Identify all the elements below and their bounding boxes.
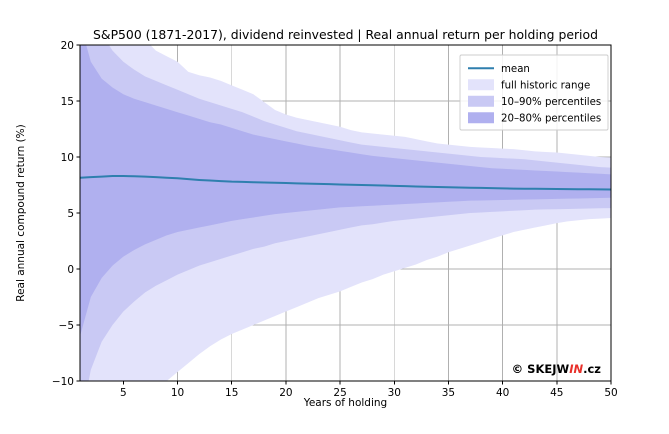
watermark-accent: IN bbox=[569, 362, 583, 376]
x-tick-label: 45 bbox=[550, 387, 563, 399]
mean-line bbox=[80, 175, 611, 191]
x-axis-ticks: 5 10 15 20 25 30 35 40 45 50 bbox=[120, 381, 618, 399]
legend-swatch-2 bbox=[468, 95, 494, 107]
legend-label-2: 10–90% percentiles bbox=[501, 97, 601, 108]
chart-title: S&P500 (1871-2017), dividend reinvested … bbox=[93, 27, 598, 42]
x-tick-label: 35 bbox=[442, 387, 455, 399]
legend-swatch-3 bbox=[468, 112, 494, 124]
x-tick-label: 25 bbox=[333, 387, 346, 399]
x-tick-label: 10 bbox=[171, 387, 184, 399]
y-tick-label: 5 bbox=[67, 208, 74, 220]
x-axis-label: Years of holding bbox=[303, 397, 387, 409]
watermark-suffix: .cz bbox=[583, 362, 601, 376]
legend-label-1: full historic range bbox=[501, 80, 590, 91]
legend-label-3: 20–80% percentiles bbox=[501, 113, 601, 124]
y-axis-ticks: −10 −5 0 5 10 15 20 bbox=[52, 40, 80, 388]
legend-swatch-1 bbox=[468, 79, 494, 91]
y-tick-label: −5 bbox=[59, 320, 74, 332]
watermark-copyright: © SKEJW bbox=[512, 362, 570, 376]
legend-frame bbox=[459, 54, 609, 131]
x-tick-label: 20 bbox=[279, 387, 292, 399]
y-tick-label: 20 bbox=[61, 40, 74, 52]
y-tick-label: 0 bbox=[67, 264, 74, 276]
mean-line-path bbox=[80, 175, 611, 191]
legend-label-0: mean bbox=[501, 64, 530, 75]
x-tick-label: 5 bbox=[120, 387, 127, 399]
x-tick-label: 50 bbox=[604, 387, 617, 399]
x-tick-label: 15 bbox=[225, 387, 238, 399]
y-tick-label: −10 bbox=[52, 376, 74, 388]
y-tick-label: 10 bbox=[61, 152, 74, 164]
watermark: © SKEJW IN .cz bbox=[512, 362, 602, 376]
x-tick-label: 30 bbox=[388, 387, 401, 399]
y-tick-label: 15 bbox=[61, 96, 74, 108]
percentile-bands bbox=[80, 45, 611, 381]
y-axis-label: Real annual compound return (%) bbox=[15, 124, 27, 302]
chart-legend[interactable]: mean full historic range 10–90% percentile… bbox=[459, 54, 609, 131]
x-tick-label: 40 bbox=[496, 387, 509, 399]
band-20-80-percentiles bbox=[80, 45, 611, 337]
